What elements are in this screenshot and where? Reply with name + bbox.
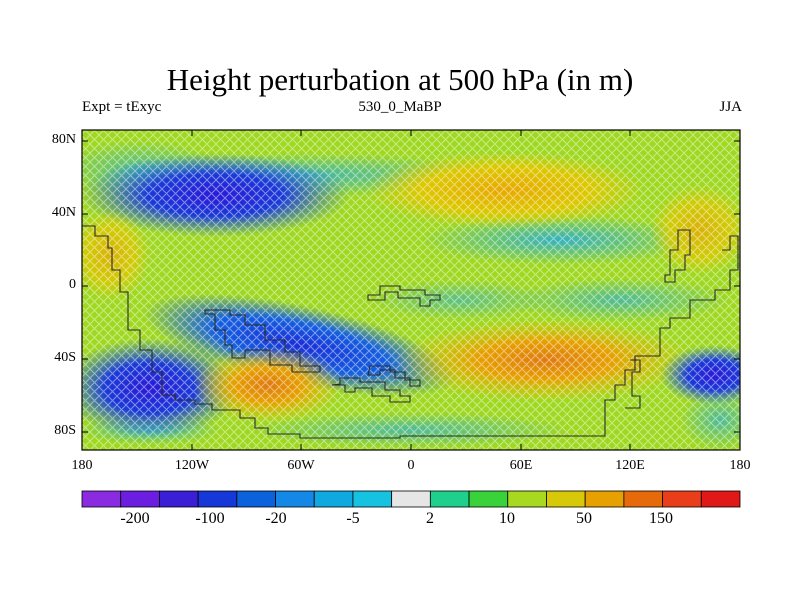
colorbar-label: -20 [265,510,287,527]
lat-label: 80N [51,132,76,147]
lon-label: 0 [407,458,415,473]
height-field [82,130,740,450]
colorbar-swatch [159,490,199,508]
colorbar-label: -100 [195,510,225,527]
colorbar-swatch [662,490,702,508]
lon-label: 180 [729,458,751,473]
lon-label: 120W [174,458,210,473]
colorbar-label: -200 [120,510,150,527]
colorbar-swatch [391,490,431,508]
lon-label: 180 [71,458,93,473]
colorbar-swatch [275,490,315,508]
plot-title: Height perturbation at 500 hPa (in m) [166,62,634,97]
lat-label: 40S [54,350,76,365]
colorbar-label: 150 [649,510,673,527]
lon-label: 60E [509,458,533,473]
run-label: 530_0_MaBP [358,99,442,115]
colorbar-swatch [584,490,625,508]
colorbar-label: -5 [346,510,360,527]
colorbar-label: 2 [426,510,434,527]
colorbar-swatch [236,490,276,508]
colorbar-swatch [546,490,586,508]
lon-label: 120E [615,458,645,473]
colorbar [81,490,741,508]
axis-ticks [82,130,740,450]
colorbar-swatch [623,490,663,508]
colorbar-swatch [313,490,354,508]
coastlines [82,225,739,439]
colorbar-label: 10 [499,510,515,527]
colorbar-swatch [197,490,238,508]
colorbar-swatch [507,490,547,508]
experiment-label: Expt = tExyc [82,99,162,115]
colorbar-swatch [81,490,122,508]
colorbar-swatch [468,490,509,508]
lon-label: 60W [287,458,315,473]
colorbar-swatch [429,490,470,508]
colorbar-swatch [120,490,160,508]
colorbar-swatch [352,490,393,508]
lat-label: 0 [69,277,76,292]
lat-label: 80S [54,423,76,438]
colorbar-swatch [700,490,741,508]
colorbar-label: 50 [576,510,592,527]
lat-label: 40N [51,205,76,220]
season-label: JJA [719,99,742,115]
